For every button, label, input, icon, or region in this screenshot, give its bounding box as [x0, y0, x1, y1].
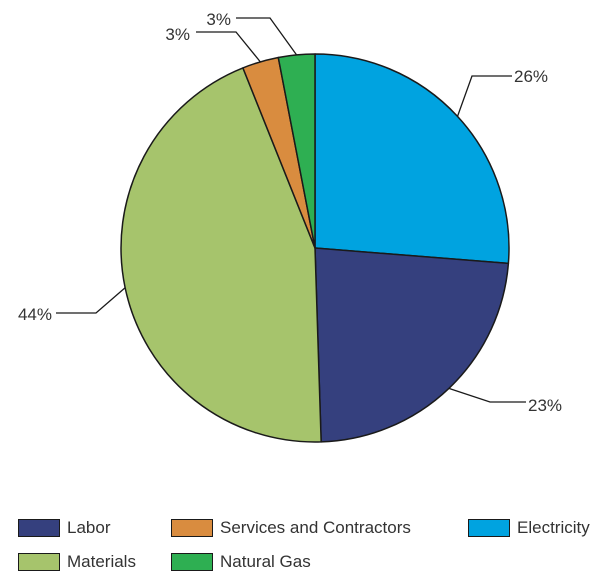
- legend-item-electricity: Electricity: [468, 516, 590, 540]
- legend-swatch-electricity: [468, 519, 510, 537]
- pie-slice-electricity: [314, 53, 510, 265]
- legend-item-labor: Labor: [18, 516, 110, 540]
- legend-label-electricity: Electricity: [517, 518, 590, 537]
- legend-label-services: Services and Contractors: [220, 518, 411, 537]
- leader-line-services-and-contractors: [196, 31, 261, 63]
- legend-label-materials: Materials: [67, 552, 136, 571]
- legend-swatch-services: [171, 519, 213, 537]
- legend-row: Labor Services and Contractors Electrici…: [18, 516, 605, 540]
- pie-slice-materials: [120, 67, 322, 443]
- legend-label-labor: Labor: [67, 518, 111, 537]
- legend-swatch-natural-gas: [171, 553, 213, 571]
- data-label-materials: 44%: [18, 305, 52, 324]
- pie-chart: 26% 23% 44% 3% 3%: [18, 10, 562, 443]
- legend-item-natural-gas: Natural Gas: [171, 550, 311, 574]
- legend-row: Materials Natural Gas: [18, 550, 605, 574]
- data-label-services-and-contractors: 3%: [165, 25, 190, 44]
- legend-item-materials: Materials: [18, 550, 136, 574]
- data-label-labor: 23%: [528, 396, 562, 415]
- legend-swatch-materials: [18, 553, 60, 571]
- legend-swatch-labor: [18, 519, 60, 537]
- pie-slice-labor: [314, 247, 510, 443]
- leader-line-natural-gas: [236, 17, 298, 56]
- pie-slice-natural-gas: [277, 53, 316, 249]
- leader-line-materials: [56, 287, 126, 314]
- legend-label-natural-gas: Natural Gas: [220, 552, 311, 571]
- leader-line-labor: [448, 387, 526, 403]
- data-label-electricity: 26%: [514, 67, 548, 86]
- legend-item-services: Services and Contractors: [171, 516, 411, 540]
- data-label-natural-gas: 3%: [206, 10, 231, 29]
- leader-line-electricity: [456, 75, 512, 117]
